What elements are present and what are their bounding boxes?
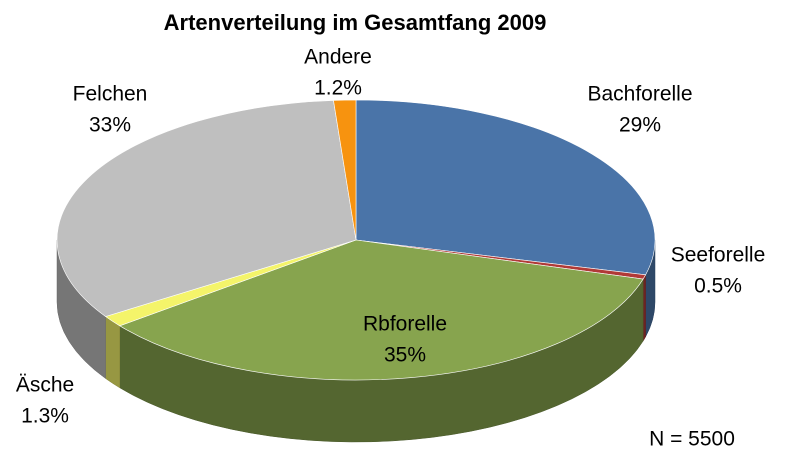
slice-side (105, 316, 120, 389)
value-label: 0.5% (694, 275, 742, 298)
slice (355, 99, 656, 276)
slice-label: Rbforelle (363, 313, 447, 336)
slice-label: Äsche (16, 374, 74, 397)
value-label: 33% (89, 114, 131, 137)
value-label: 29% (619, 114, 661, 137)
annotation: N = 5500 (649, 428, 735, 451)
chart-title: Artenverteilung im Gesamtfang 2009 (164, 10, 547, 35)
slice-label: Andere (304, 46, 372, 69)
slice (56, 100, 357, 317)
slice-label: Seeforelle (671, 244, 766, 267)
value-label: 1.2% (314, 77, 362, 100)
value-label: 35% (384, 344, 426, 367)
slice (119, 239, 644, 381)
slice-label: Felchen (73, 83, 148, 106)
value-label: 1.3% (21, 405, 69, 428)
slice (333, 99, 357, 241)
slice-side (642, 274, 646, 342)
slice-label: Bachforelle (587, 83, 692, 106)
